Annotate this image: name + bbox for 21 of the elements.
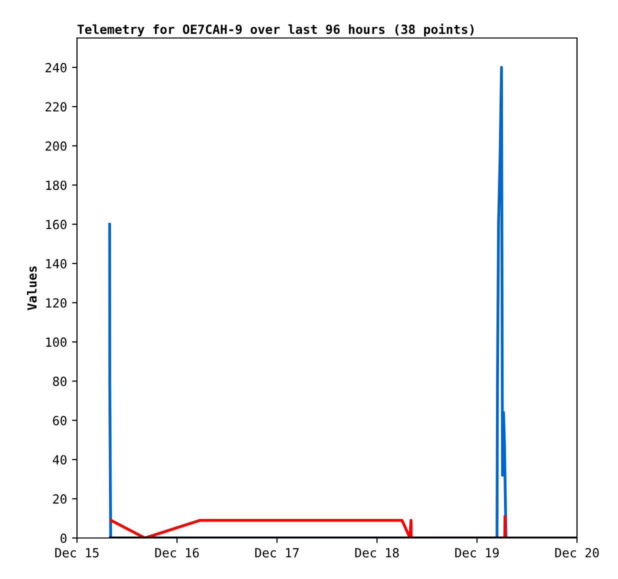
y-tick-label: 100 [46,337,66,347]
x-tick-label: Dec 17 [255,548,299,558]
y-tick-label: 20 [53,494,66,504]
y-tick-label: 220 [46,102,66,112]
y-tick-label: 120 [46,298,66,308]
x-tick-label: Dec 18 [355,548,399,558]
y-axis-title: Values [27,266,37,310]
x-tick-label: Dec 19 [455,548,499,558]
chart-title: Telemetry for OE7CAH-9 over last 96 hours (38 points) [78,24,474,36]
y-tick-label: 140 [46,258,66,268]
y-tick-label: 200 [46,141,66,151]
y-tick-label: 180 [46,180,66,190]
y-tick-label: 160 [46,220,66,230]
x-tick-label: Dec 20 [555,548,599,558]
y-tick-label: 80 [53,376,66,386]
y-tick-label: 60 [53,416,66,426]
y-tick-label: 240 [46,62,66,72]
x-tick-label: Dec 16 [155,548,199,558]
x-tick-label: Dec 15 [55,548,99,558]
y-tick-label: 40 [52,455,66,465]
y-tick-label: 0 [60,534,66,543]
